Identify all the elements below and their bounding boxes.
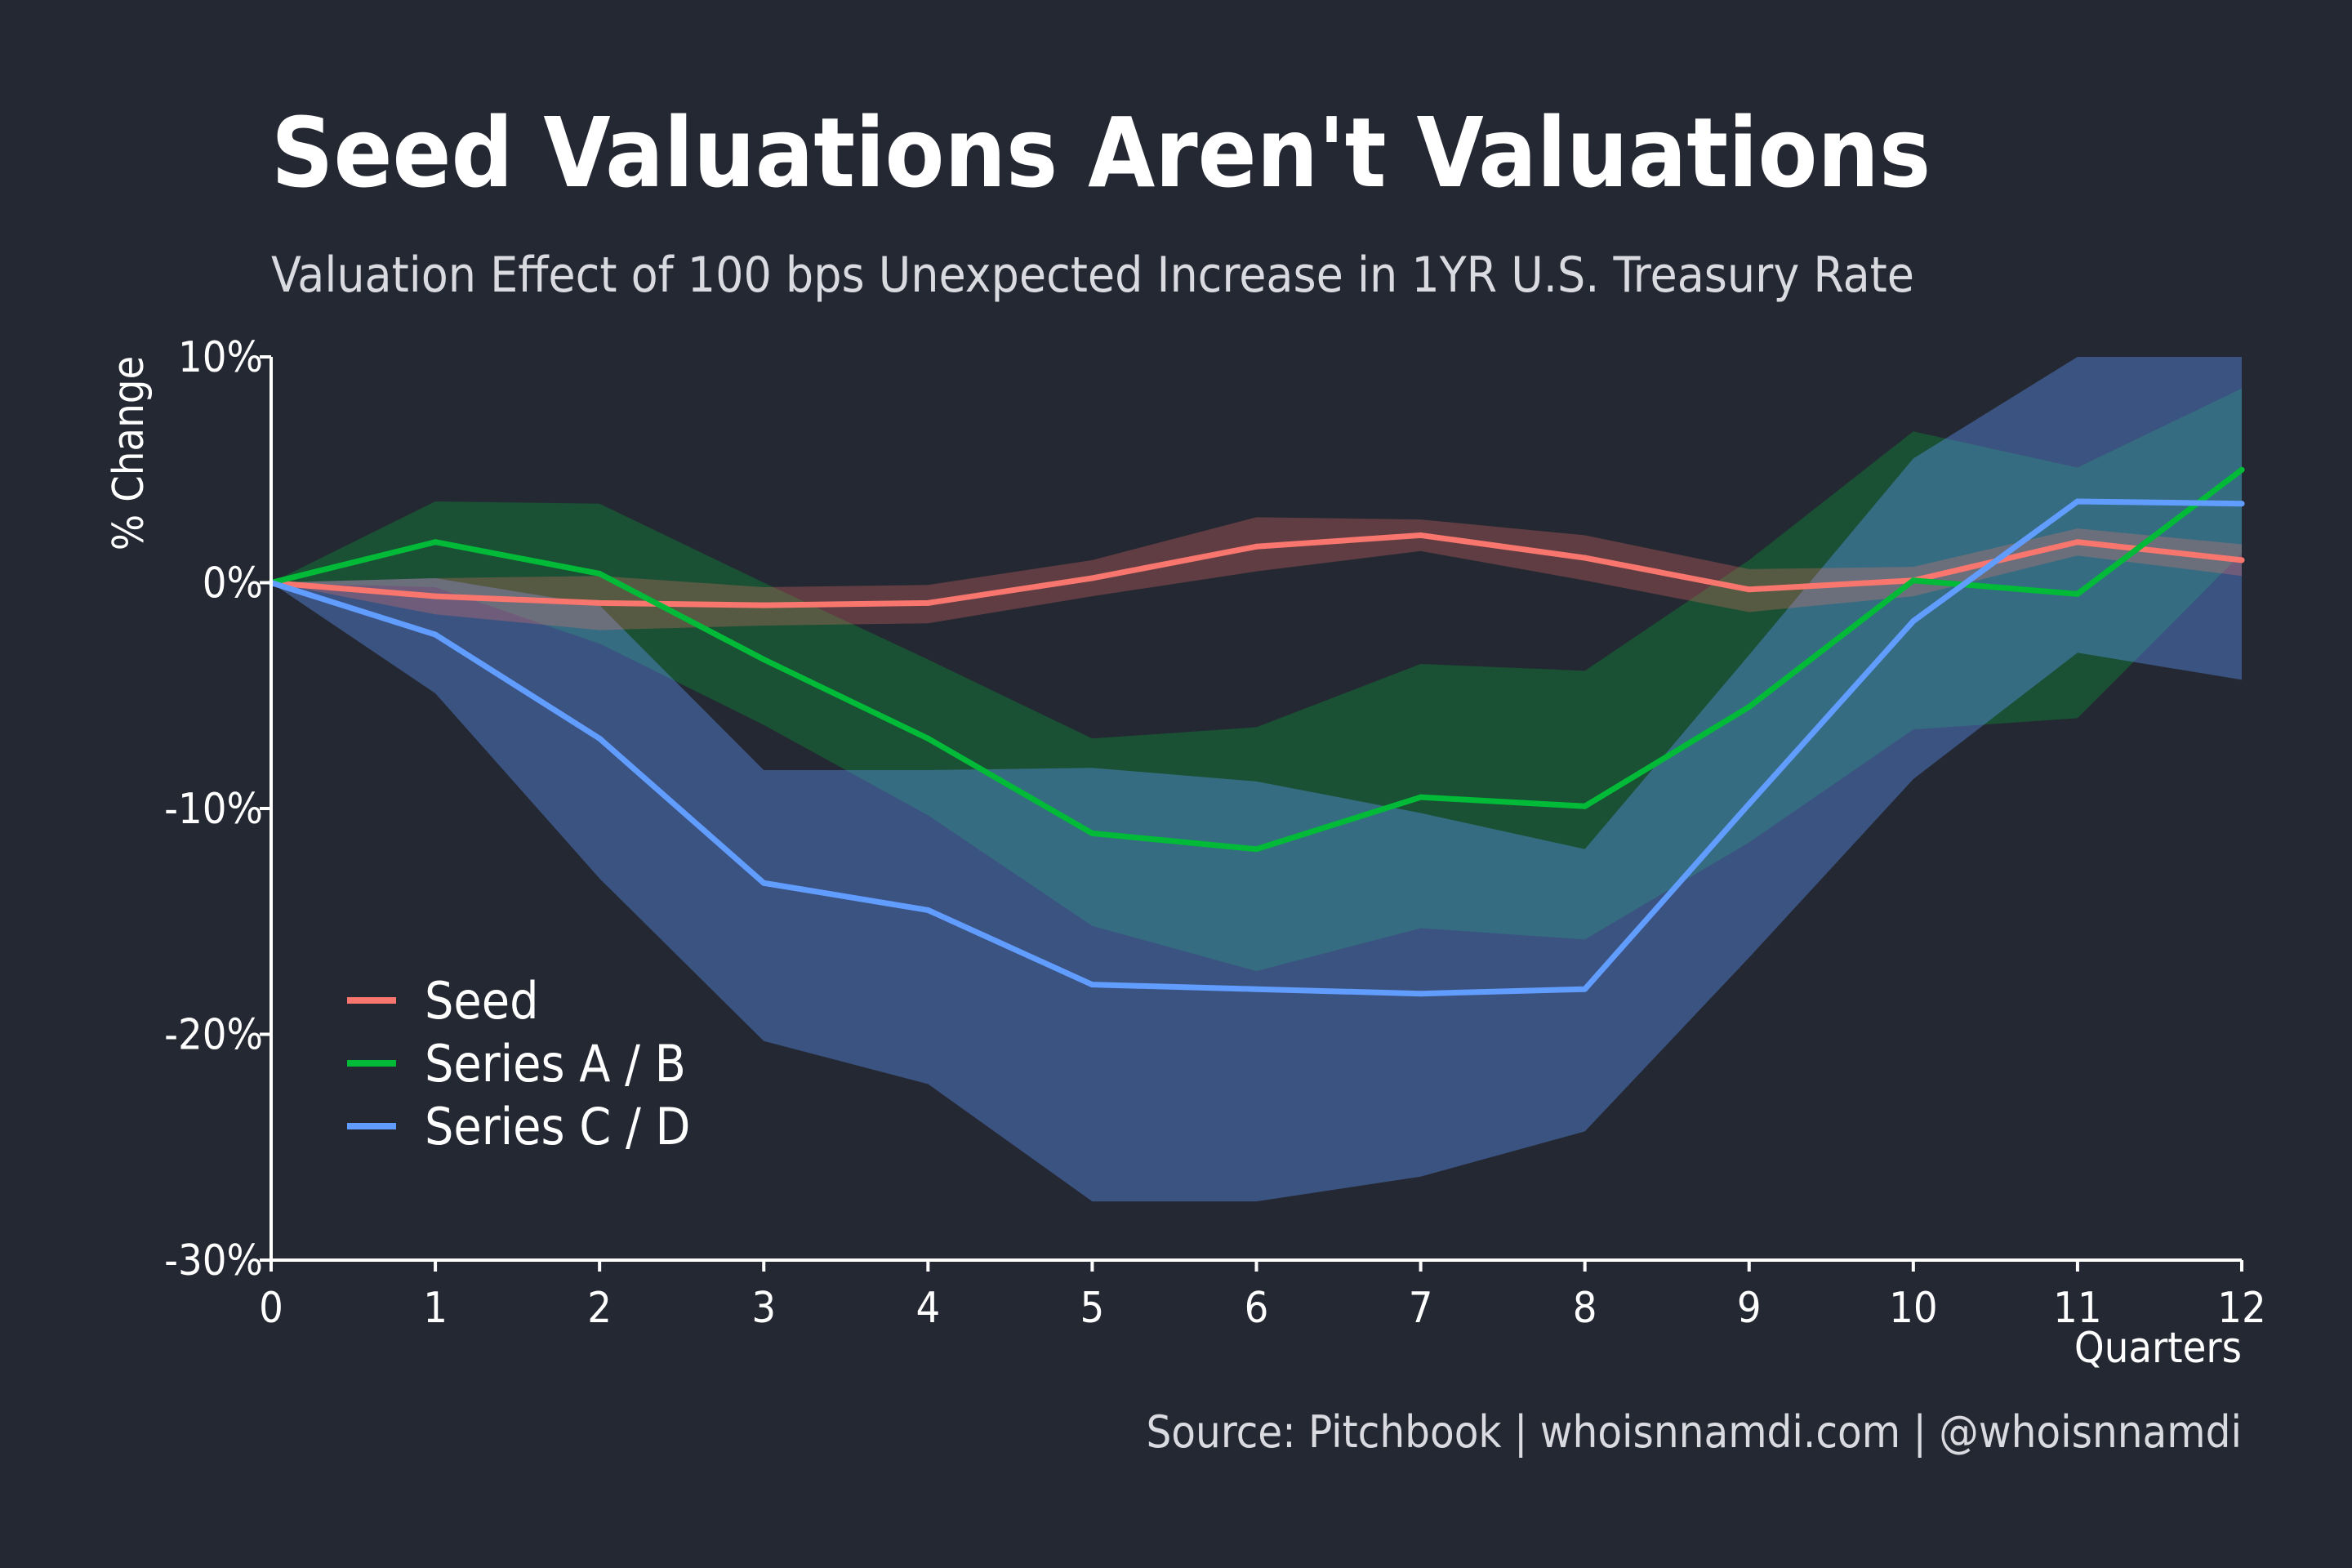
y-axis-ticks: 10% 0% -10% -20% -30% — [164, 333, 271, 1285]
seed-point — [1582, 555, 1588, 561]
series-a-b-point — [760, 657, 767, 663]
series-a-b-point — [924, 735, 931, 742]
series-a-b-point — [1089, 830, 1095, 836]
chart-title: Seed Valuations Aren't Valuations — [271, 96, 1931, 209]
x-tick-label: 8 — [1573, 1284, 1597, 1333]
y-axis-label: % Change — [105, 356, 154, 550]
y-tick-label: 0% — [203, 559, 263, 608]
seed-point — [1089, 575, 1095, 581]
seed-points — [268, 532, 2245, 608]
series-c-d-point — [596, 735, 603, 742]
x-tick-label: 0 — [259, 1284, 283, 1333]
x-tick-label: 9 — [1737, 1284, 1762, 1333]
series-lines — [268, 466, 2245, 997]
axes: 10%0%-10%-20%-30% 0 1 2 3 4 5 6 7 8 9 10 11 12 — [164, 333, 2266, 1333]
x-tick-label: 12 — [2217, 1284, 2266, 1333]
seed-point — [2238, 557, 2245, 564]
x-axis-ticks: 0 1 2 3 4 5 6 7 8 9 10 11 12 — [259, 1260, 2266, 1333]
legend-item-series-a-b: Series A / B — [347, 1034, 686, 1094]
legend-item-seed: Seed — [347, 971, 539, 1031]
series-a-b-point — [432, 539, 439, 546]
y-tick-label: -10% — [164, 785, 263, 834]
y-tick-label: -20% — [164, 1011, 263, 1060]
x-tick-label: 4 — [915, 1284, 940, 1333]
series-c-d-point — [1254, 986, 1259, 992]
legend-item-series-c-d: Series C / D — [347, 1097, 690, 1156]
legend-label: Series C / D — [425, 1097, 690, 1156]
x-tick-label: 10 — [1889, 1284, 1938, 1333]
y-tick-label: 10% — [178, 333, 263, 382]
series-c-d-point — [1582, 986, 1588, 992]
series-c-d-point — [2074, 498, 2081, 505]
plot-area — [268, 357, 2245, 1202]
seed-confidence-band — [271, 517, 2242, 630]
legend-label: Seed — [425, 971, 539, 1031]
series-a-b-point — [2238, 466, 2245, 473]
seed-point — [1418, 532, 1424, 538]
series-c-d-point — [1089, 982, 1095, 988]
series-c-d-point — [1910, 618, 1917, 625]
y-tick-label: -30% — [164, 1236, 263, 1285]
seed-point — [2074, 539, 2081, 546]
series-a-b-point — [1910, 577, 1917, 584]
series-a-b-point — [596, 570, 603, 577]
x-axis-label: Quarters — [2074, 1324, 2242, 1373]
confidence-bands — [271, 357, 2242, 1202]
x-tick-label: 1 — [423, 1284, 448, 1333]
legend-label: Series A / B — [425, 1034, 686, 1094]
series-c-d-point — [1418, 991, 1424, 997]
seed-point — [1746, 586, 1753, 593]
series-a-b-point — [1418, 794, 1424, 800]
seed-point — [432, 593, 439, 599]
series-c-d-confidence-band — [271, 357, 2242, 1202]
series-c-d-point — [924, 906, 931, 913]
x-tick-label: 2 — [587, 1284, 612, 1333]
series-a-b-confidence-band — [271, 388, 2242, 972]
series-a-b-point — [1582, 803, 1588, 809]
x-tick-label: 6 — [1245, 1284, 1269, 1333]
seed-point — [596, 599, 603, 606]
series-c-d-point — [2238, 501, 2245, 507]
seed-point — [760, 602, 767, 608]
x-tick-label: 3 — [751, 1284, 776, 1333]
series-a-b-point — [2074, 590, 2081, 597]
series-a-b-point — [1746, 704, 1753, 710]
source-credit: Source: Pitchbook | whoisnnamdi.com | @w… — [1146, 1406, 2242, 1458]
x-tick-label: 5 — [1080, 1284, 1105, 1333]
series-c-d-point — [432, 631, 439, 638]
seed-point — [924, 599, 931, 606]
chart-subtitle: Valuation Effect of 100 bps Unexpected I… — [271, 247, 1914, 304]
series-c-d-point — [760, 880, 767, 886]
x-tick-label: 7 — [1409, 1284, 1433, 1333]
x-tick-label: 11 — [2053, 1284, 2102, 1333]
series-c-d-points — [268, 498, 2245, 997]
series-c-d-point — [1746, 800, 1753, 807]
series-a-b-point — [1254, 846, 1259, 853]
seed-point — [1254, 543, 1259, 550]
